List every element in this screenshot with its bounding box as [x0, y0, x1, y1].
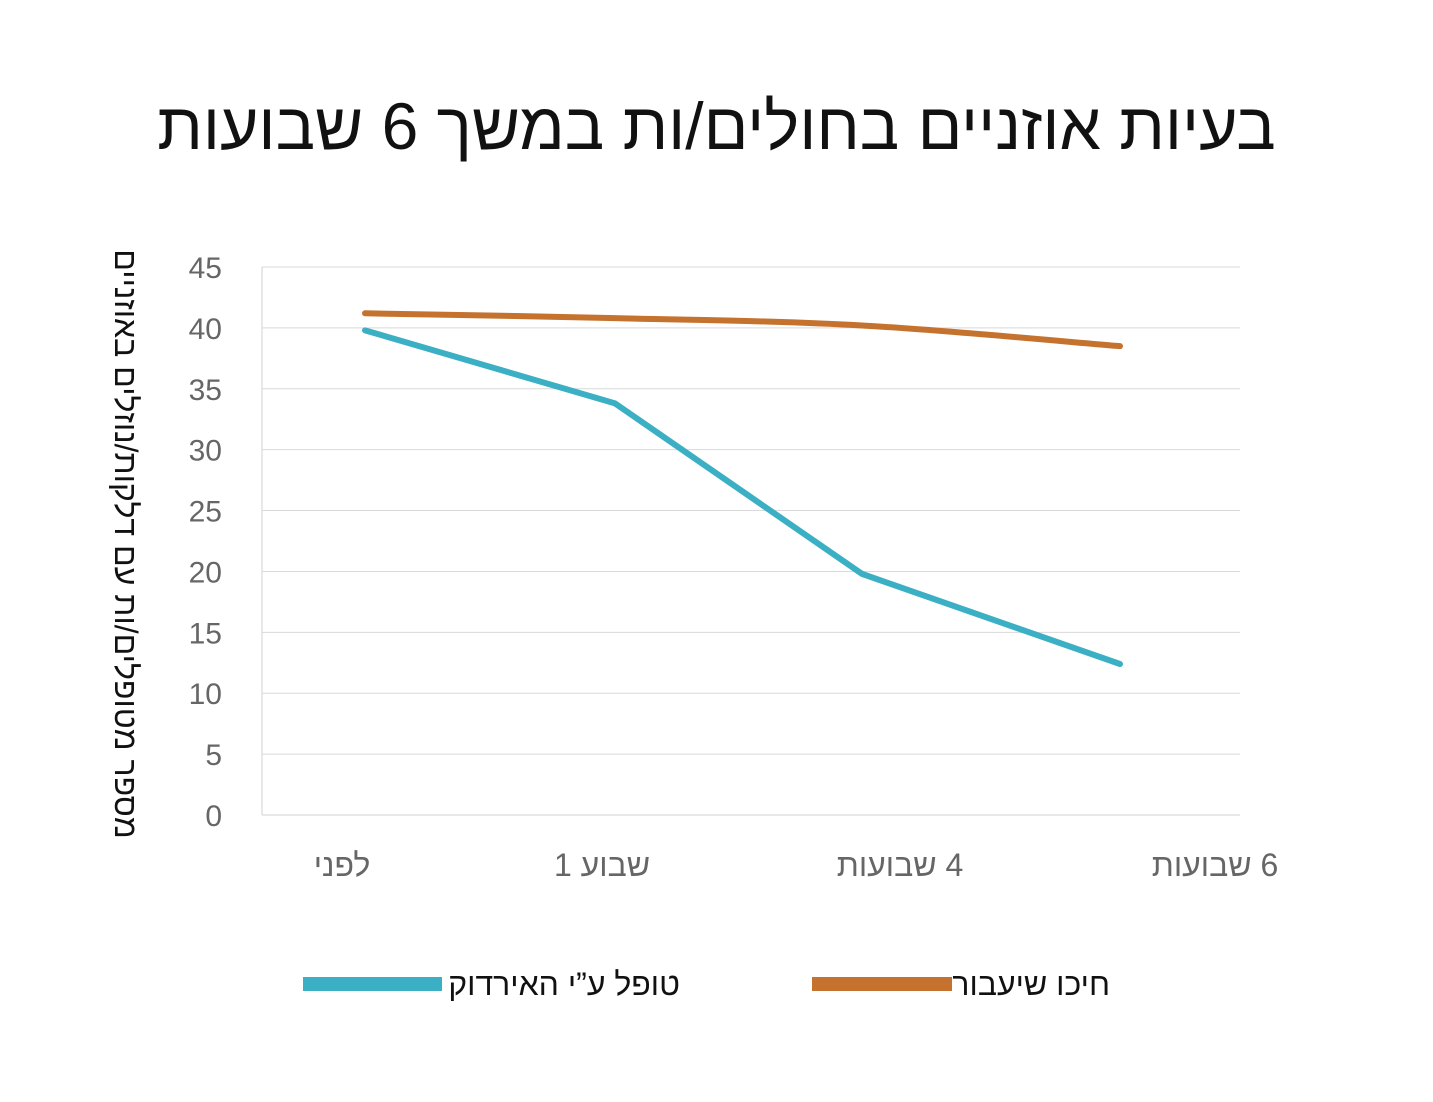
x-tick-label: לפני [314, 847, 371, 883]
legend-label: חיכו שיעבור [952, 966, 1110, 1002]
y-axis-label: מספר מטופלים/ות עם דלקות/נוזלים באוזניים [108, 249, 144, 839]
y-tick-label: 45 [189, 252, 222, 285]
data-point [861, 573, 863, 575]
x-tick-label: 6 שבועות [1152, 847, 1279, 883]
y-tick-label: 5 [205, 739, 222, 772]
x-tick-label: שבוע 1 [554, 847, 650, 883]
data-point [1119, 663, 1121, 665]
series-lines [362, 310, 1123, 667]
data-point [364, 329, 366, 331]
data-point [614, 402, 616, 404]
y-tick-label: 25 [189, 496, 222, 529]
chart-title: בעיות אוזניים בחולים/ות במשך 6 שבועות [157, 89, 1276, 163]
y-tick-label: 35 [189, 374, 222, 407]
y-tick-label: 15 [189, 617, 222, 650]
x-tick-labels: לפני שבוע 1 4 שבועות 6 שבועות [314, 847, 1279, 883]
axes [261, 267, 1240, 816]
gridlines [262, 266, 1240, 755]
series-line [362, 327, 1123, 667]
x-tick-label: 4 שבועות [837, 847, 964, 883]
series-line [362, 310, 1123, 350]
y-tick-label: 40 [189, 313, 222, 346]
data-point [1119, 345, 1121, 347]
legend-label: טופל ע”י האירדוק [448, 966, 680, 1002]
data-point [614, 317, 616, 319]
y-tick-labels: 0 5 10 15 20 25 30 35 40 45 [189, 252, 222, 833]
legend: טופל ע”י האירדוק חיכו שיעבור [303, 966, 1110, 1002]
y-tick-label: 20 [189, 556, 222, 589]
y-tick-label: 30 [189, 435, 222, 468]
data-point [364, 312, 366, 314]
y-tick-label: 10 [189, 678, 222, 711]
data-point [861, 324, 863, 326]
y-tick-label: 0 [205, 800, 222, 833]
